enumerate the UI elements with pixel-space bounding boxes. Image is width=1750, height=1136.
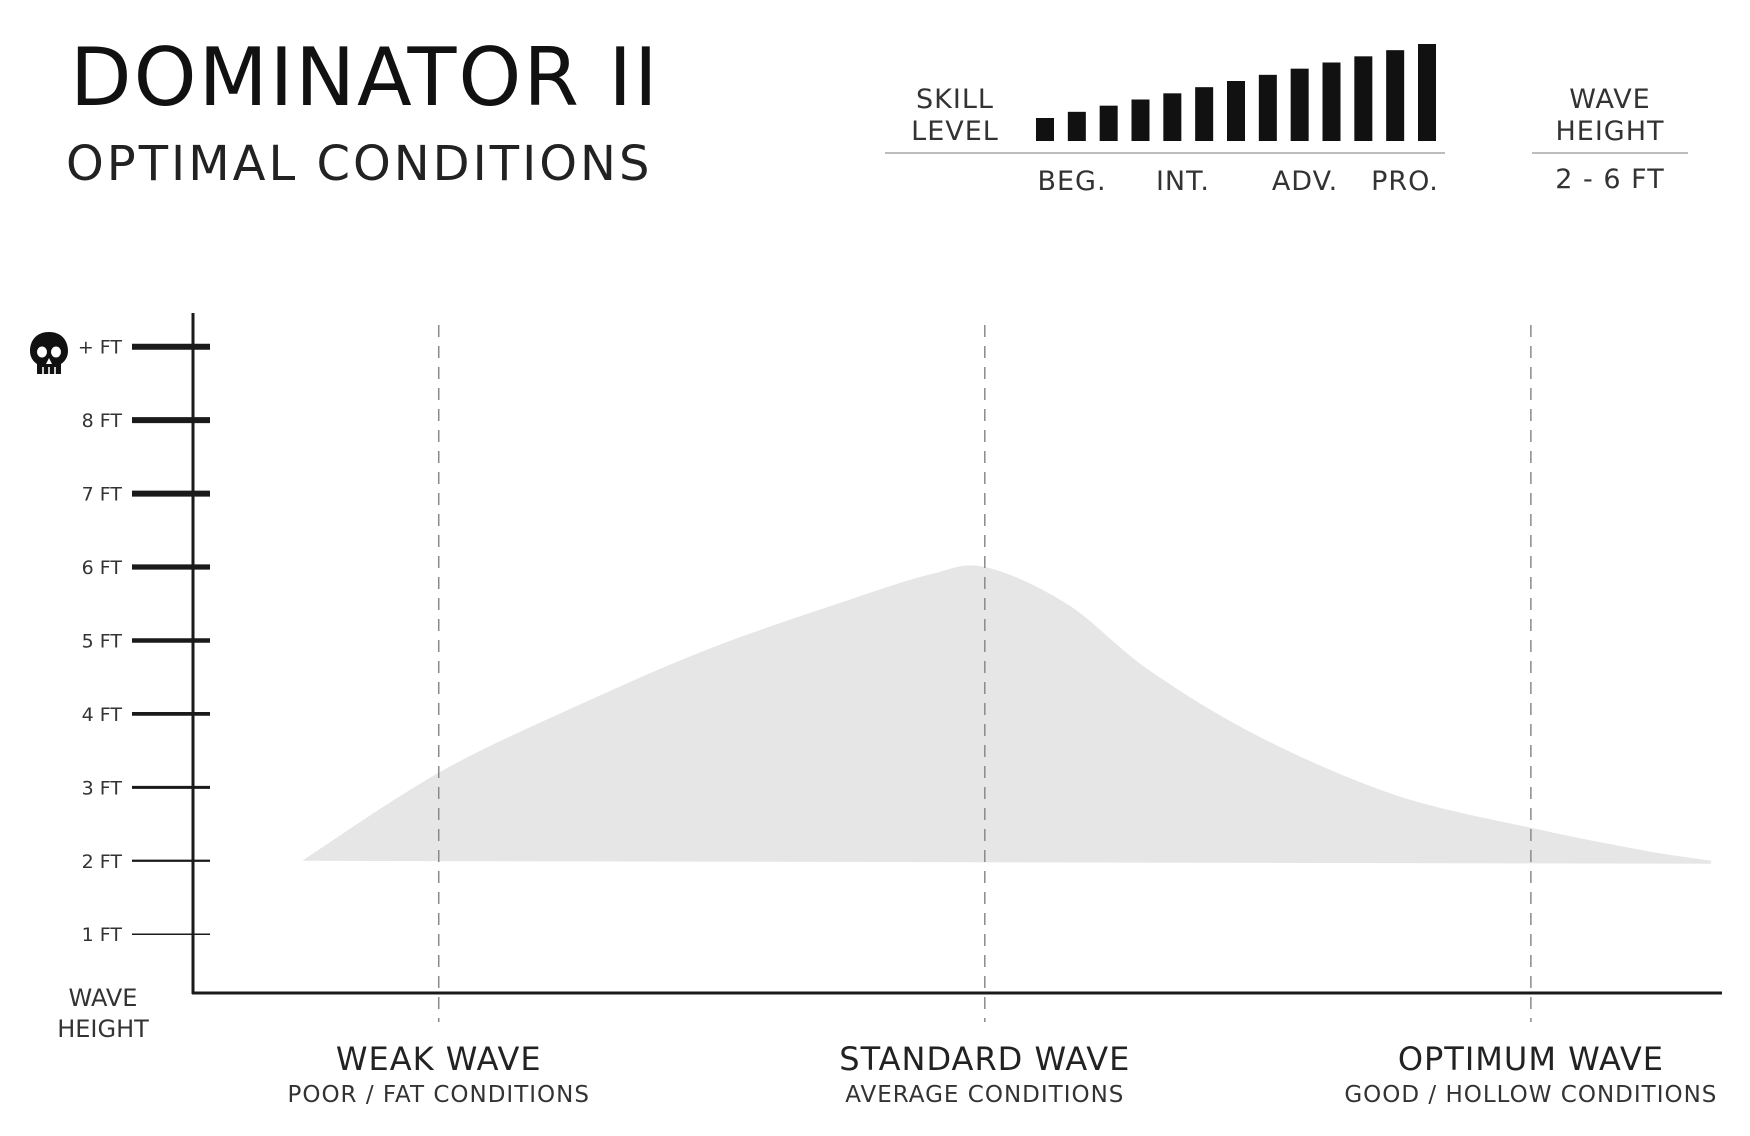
y-tick-label: 3 FT <box>82 777 123 799</box>
y-tick-label: 8 FT <box>82 410 123 432</box>
category-name: OPTIMUM WAVE <box>1398 1040 1664 1078</box>
category-guides <box>437 325 1532 1022</box>
skill-level-label-line2: LEVEL <box>911 116 999 147</box>
y-axis-label-line1: WAVE <box>69 984 138 1012</box>
category-detail: AVERAGE CONDITIONS <box>845 1082 1124 1108</box>
skill-bar <box>1163 93 1182 141</box>
skill-bar <box>1195 87 1214 141</box>
skill-bar <box>1099 105 1118 141</box>
y-tick-label: 1 FT <box>82 924 123 946</box>
y-tick-label: 7 FT <box>82 484 123 506</box>
skill-bar <box>1418 44 1436 141</box>
x-axis-categories: WEAK WAVE POOR / FAT CONDITIONS STANDARD W… <box>287 1040 1717 1108</box>
category-detail: GOOD / HOLLOW CONDITIONS <box>1344 1082 1717 1108</box>
wave-height-range-value: 2 - 6 FT <box>1555 164 1664 195</box>
wave-height-range-panel: WAVE HEIGHT 2 - 6 FT <box>1532 84 1688 195</box>
skill-level-ticks: BEG. INT. ADV. PRO. <box>1037 166 1439 197</box>
skill-bar <box>1131 99 1150 141</box>
skill-bar <box>1036 118 1054 141</box>
skill-level-tick: BEG. <box>1037 166 1106 197</box>
skill-bar <box>1354 56 1373 142</box>
y-tick-label: + FT <box>78 337 123 359</box>
category-name: WEAK WAVE <box>336 1040 542 1078</box>
category-detail: POOR / FAT CONDITIONS <box>287 1082 589 1108</box>
plot-area: 1 FT 2 FT 3 FT 4 FT 5 FT 6 FT 7 FT 8 FT + FT WAV… <box>30 313 1722 1108</box>
y-tick-label: 5 FT <box>82 630 123 652</box>
skill-level-bars <box>1036 44 1436 142</box>
wave-height-range-label-line2: HEIGHT <box>1555 116 1664 147</box>
y-tick-label: 2 FT <box>82 851 123 873</box>
y-tick-label: 6 FT <box>82 557 123 579</box>
skill-level-tick: ADV. <box>1272 166 1338 197</box>
skill-level-panel: SKILL LEVEL BEG. INT. ADV. PRO. <box>885 44 1445 197</box>
y-axis-ticks: 1 FT 2 FT 3 FT 4 FT 5 FT 6 FT 7 FT 8 FT + FT <box>78 337 210 946</box>
y-tick-label: 4 FT <box>82 704 123 726</box>
skill-level-tick: INT. <box>1156 166 1210 197</box>
skill-bar <box>1386 50 1405 141</box>
chart-subtitle: OPTIMAL CONDITIONS <box>66 136 652 192</box>
skill-bar <box>1290 68 1309 141</box>
skill-bar <box>1258 74 1277 141</box>
chart-title: DOMINATOR II <box>70 31 660 124</box>
y-axis-label-line2: HEIGHT <box>57 1015 149 1043</box>
skill-level-label-line1: SKILL <box>916 84 994 115</box>
category-name: STANDARD WAVE <box>839 1040 1130 1078</box>
wave-height-range-label-line1: WAVE <box>1569 84 1651 115</box>
skill-level-tick: PRO. <box>1371 166 1439 197</box>
skill-bar <box>1227 81 1245 141</box>
wave-performance-area <box>302 565 1712 864</box>
skill-bar <box>1067 111 1086 141</box>
skull-icon <box>30 332 68 374</box>
skill-bar <box>1322 62 1341 141</box>
